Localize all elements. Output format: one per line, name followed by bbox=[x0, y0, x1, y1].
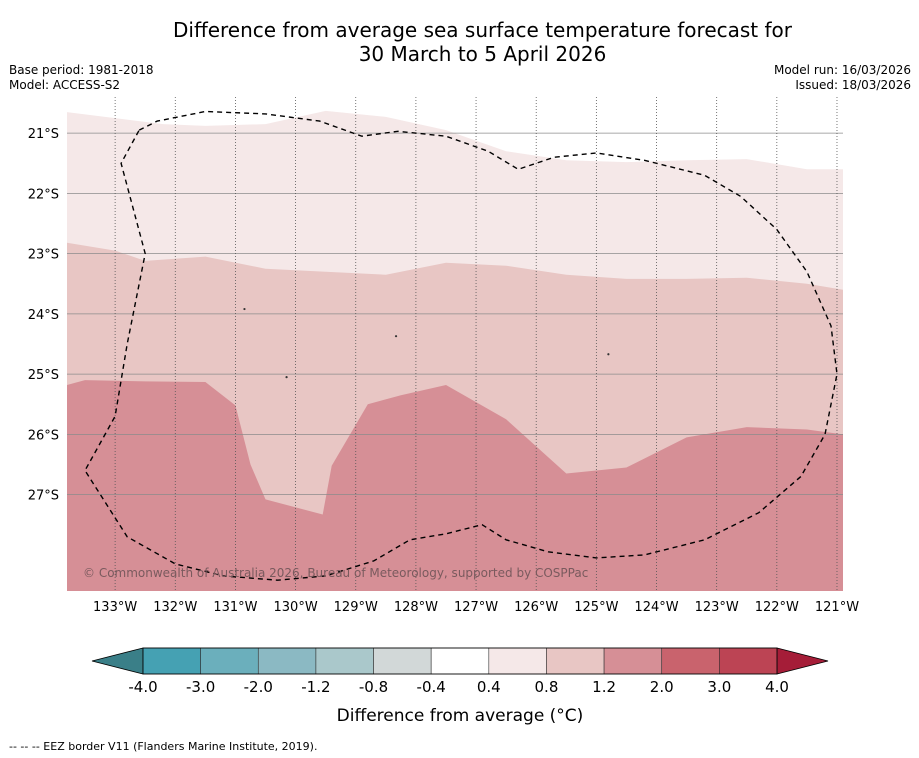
colorbar-tick-label: 4.0 bbox=[765, 678, 789, 696]
lat-tick-label: 23°S bbox=[28, 248, 59, 263]
colorbar-extend-low bbox=[91, 647, 144, 675]
colorbar-tick-label: -0.4 bbox=[417, 678, 446, 696]
colorbar-label: Difference from average (°C) bbox=[337, 706, 584, 726]
island-marker bbox=[285, 376, 288, 379]
sst-anomaly-map: © Commonwealth of Australia 2026, Bureau… bbox=[28, 97, 860, 726]
colorbar-tick-label: -3.0 bbox=[186, 678, 215, 696]
colorbar-tick-label: -2.0 bbox=[244, 678, 273, 696]
lat-tick-label: 26°S bbox=[28, 428, 59, 443]
copyright-annotation: © Commonwealth of Australia 2026, Bureau… bbox=[83, 566, 588, 580]
lon-tick-label: 127°W bbox=[454, 600, 498, 615]
lon-tick-label: 128°W bbox=[394, 600, 438, 615]
lon-tick-label: 122°W bbox=[755, 600, 799, 615]
colorbar-tick-label: 0.8 bbox=[535, 678, 559, 696]
lon-tick-label: 131°W bbox=[213, 600, 257, 615]
eez-footnote: -- -- -- EEZ border V11 (Flanders Marine… bbox=[9, 740, 318, 753]
island-marker bbox=[243, 307, 246, 311]
meta-right: Model run: 16/03/2026 Issued: 18/03/2026 bbox=[774, 63, 911, 93]
lon-tick-label: 125°W bbox=[574, 600, 618, 615]
model-run: Model run: 16/03/2026 bbox=[773, 63, 911, 77]
colorbar-tick-label: 2.0 bbox=[650, 678, 674, 696]
colorbar-tick-label: 1.2 bbox=[592, 678, 616, 696]
lat-tick-label: 24°S bbox=[28, 308, 59, 323]
colorbar-tick-label: -0.8 bbox=[359, 678, 388, 696]
colorbar-tick-label: -4.0 bbox=[128, 678, 157, 696]
colorbar-segment bbox=[257, 647, 317, 675]
colorbar-segment bbox=[603, 647, 663, 675]
island-marker bbox=[607, 353, 610, 356]
lon-tick-label: 121°W bbox=[815, 600, 859, 615]
lon-tick-label: 133°W bbox=[93, 600, 137, 615]
colorbar-extend-high bbox=[776, 647, 829, 675]
colorbar-segment bbox=[488, 647, 547, 675]
base-period: Base period: 1981-2018 bbox=[9, 63, 154, 77]
lon-tick-label: 124°W bbox=[634, 600, 678, 615]
title-line-1: Difference from average sea surface temp… bbox=[172, 18, 792, 42]
model-name: Model: ACCESS-S2 bbox=[9, 78, 121, 92]
colorbar-segment bbox=[373, 647, 432, 675]
colorbar-segment bbox=[200, 647, 259, 675]
lon-tick-label: 130°W bbox=[274, 600, 318, 615]
colorbar-segment bbox=[661, 647, 720, 675]
colorbar-segment bbox=[546, 647, 605, 675]
chart-title: Difference from average sea surface temp… bbox=[0, 18, 919, 66]
colorbar-tick-label: 0.4 bbox=[477, 678, 501, 696]
colorbar-segment bbox=[719, 647, 778, 675]
band-1.2-to-2.0 bbox=[67, 380, 843, 591]
map-area: © Commonwealth of Australia 2026, Bureau… bbox=[67, 97, 843, 591]
colorbar-segment bbox=[315, 647, 374, 675]
colorbar-segment bbox=[430, 647, 490, 675]
lon-tick-label: 129°W bbox=[334, 600, 378, 615]
lon-tick-label: 132°W bbox=[153, 600, 197, 615]
title-line-2: 30 March to 5 April 2026 bbox=[358, 42, 607, 66]
lon-tick-label: 126°W bbox=[514, 600, 558, 615]
issued-date: Issued: 18/03/2026 bbox=[795, 78, 911, 92]
colorbar-tick-label: 3.0 bbox=[707, 678, 731, 696]
lat-tick-label: 22°S bbox=[28, 187, 59, 202]
colorbar-outline bbox=[142, 647, 778, 675]
lat-tick-label: 25°S bbox=[28, 368, 59, 383]
lat-tick-label: 27°S bbox=[28, 489, 59, 504]
colorbar: -4.0 -3.0 -2.0 -1.2 -0.8 -0.4 0.4 0.8 1.2 2.0 3.0 4… bbox=[91, 647, 829, 726]
meta-left: Base period: 1981-2018 Model: ACCESS-S2 bbox=[9, 63, 154, 93]
colorbar-segment bbox=[142, 647, 201, 675]
lat-tick-label: 21°S bbox=[28, 127, 59, 142]
eez-border bbox=[84, 110, 838, 581]
colorbar-tick-label: -1.2 bbox=[301, 678, 330, 696]
lon-tick-label: 123°W bbox=[695, 600, 739, 615]
island-marker bbox=[394, 335, 398, 338]
map-axes: 21°S 22°S 23°S 24°S 25°S 26°S 27°S 133°W 132°W 13… bbox=[28, 127, 860, 615]
